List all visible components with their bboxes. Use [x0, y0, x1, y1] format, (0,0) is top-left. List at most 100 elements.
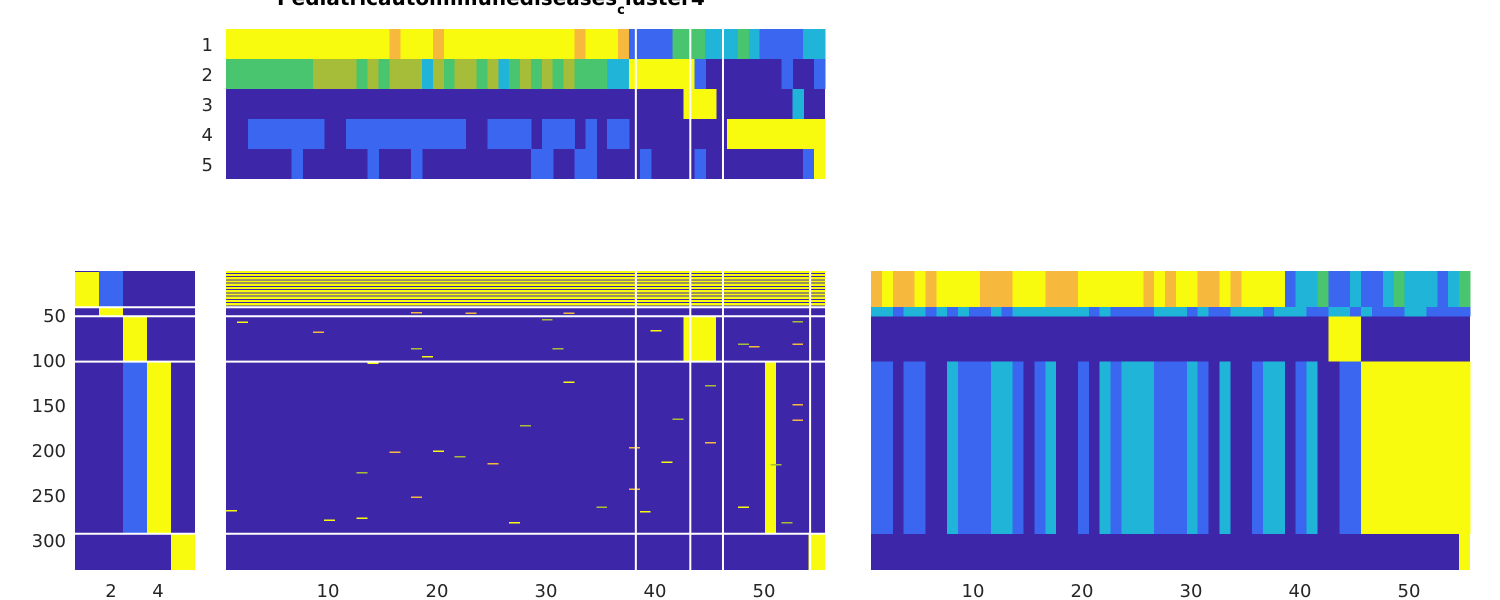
heatmap-cell [936, 361, 948, 534]
heatmap-cell [1099, 361, 1112, 534]
heatmap-cell [509, 29, 521, 59]
heatmap-cell [947, 307, 959, 317]
heatmap-cell [1165, 271, 1177, 308]
heatmap-cell [969, 307, 981, 317]
heatmap-cell [313, 331, 325, 334]
right-heatmap [871, 271, 1471, 570]
xtick-10: 10 [962, 581, 985, 600]
center-heatmap [226, 271, 825, 570]
heatmap-cell [520, 119, 532, 149]
left-heatmap [75, 271, 195, 570]
heatmap-cell [1230, 361, 1242, 534]
heatmap-cell [871, 271, 883, 308]
heatmap-cell [1219, 361, 1231, 534]
heatmap-cell [443, 119, 456, 149]
heatmap-cell [236, 321, 248, 324]
heatmap-cell [1382, 307, 1395, 317]
heatmap-cell [367, 29, 380, 59]
heatmap-stripe [226, 272, 825, 274]
heatmap-cell [1121, 307, 1133, 317]
heatmap-cell [541, 119, 554, 149]
heatmap-cell [792, 89, 804, 119]
heatmap-cell [422, 59, 434, 89]
heatmap-cell [781, 119, 793, 149]
heatmap-cell [969, 271, 981, 308]
heatmap-cell [958, 307, 970, 317]
heatmap-cell [661, 59, 674, 89]
heatmap-cell [814, 59, 826, 89]
heatmap-cell [1317, 271, 1330, 308]
heatmap-cell [345, 119, 358, 149]
heatmap-cell [737, 119, 750, 149]
heatmap-cell [1426, 307, 1438, 317]
heatmap-cell [628, 446, 640, 449]
ytick-3: 3 [202, 95, 213, 116]
heatmap-cell [1252, 307, 1264, 317]
heatmap-cell [1001, 271, 1014, 308]
heatmap-block [99, 271, 123, 308]
heatmap-cell [1393, 307, 1406, 317]
heatmap-cell [302, 59, 314, 89]
heatmap-cell [389, 29, 401, 59]
heatmap-cell [1306, 307, 1319, 317]
heatmap-cell [596, 59, 608, 89]
xtick-20: 20 [426, 581, 449, 600]
heatmap-cell [803, 149, 815, 179]
heatmap-cell [748, 346, 760, 348]
heatmap-block [808, 533, 825, 570]
heatmap-cell [291, 149, 303, 179]
heatmap-cell [1404, 307, 1417, 317]
heatmap-cell [661, 461, 673, 463]
heatmap-stripe [226, 302, 825, 304]
heatmap-cell [454, 59, 467, 89]
heatmap-cell [1371, 361, 1384, 534]
heatmap-cell [280, 29, 292, 59]
heatmap-cell [1426, 361, 1438, 534]
heatmap-cell [914, 271, 927, 308]
ytick-250: 250 [32, 486, 66, 507]
heatmap-cell [498, 29, 510, 59]
heatmap-cell [378, 29, 390, 59]
heatmap-cell [1175, 361, 1188, 534]
heatmap-cell [1382, 271, 1395, 308]
heatmap-cell [871, 361, 883, 534]
heatmap-cell [280, 59, 292, 89]
heatmap-cell [1121, 361, 1133, 534]
heatmap-block [123, 361, 147, 534]
heatmap-cell [1012, 361, 1025, 534]
heatmap-cell [247, 59, 260, 89]
heatmap-cell [411, 348, 423, 350]
heatmap-cell [596, 29, 608, 59]
heatmap-cell [465, 29, 478, 59]
heatmap-cell [737, 29, 750, 59]
heatmap-cell [1382, 361, 1395, 534]
heatmap-cell [1077, 271, 1090, 308]
heatmap-stripe [226, 298, 825, 300]
heatmap-cell [705, 29, 717, 59]
xtick-30: 30 [535, 581, 558, 600]
xtick-2: 2 [105, 581, 116, 600]
heatmap-cell [1154, 361, 1166, 534]
heatmap-cell [563, 119, 576, 149]
heatmap-cell [1317, 307, 1330, 317]
heatmap-cell [226, 29, 238, 59]
heatmap-cell [443, 29, 456, 59]
heatmap-cell [585, 29, 597, 59]
heatmap-cell [1404, 361, 1417, 534]
heatmap-cell [552, 29, 565, 59]
heatmap-cell [958, 361, 970, 534]
heatmap-cell [792, 404, 804, 406]
heatmap-cell [1339, 271, 1351, 308]
heatmap-cell [258, 119, 271, 149]
heatmap-cell [1165, 361, 1177, 534]
heatmap-cell [1393, 361, 1406, 534]
heatmap-cell [1099, 271, 1112, 308]
heatmap-cell [1110, 271, 1123, 308]
heatmap-cell [356, 59, 369, 89]
heatmap-cell [280, 119, 292, 149]
heatmap-cell [1361, 361, 1373, 534]
heatmap-cell [367, 362, 379, 365]
heatmap-cell [628, 488, 640, 490]
heatmap-cell [1067, 271, 1079, 308]
heatmap-cell [726, 119, 739, 149]
